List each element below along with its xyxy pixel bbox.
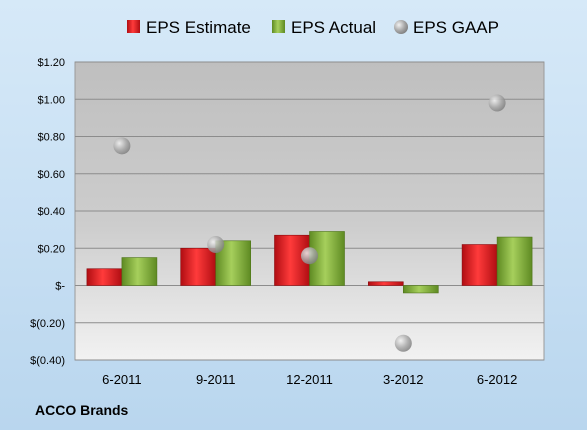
legend-label-estimate: EPS Estimate bbox=[146, 18, 251, 37]
x-axis-ticks: 6-2011 9-2011 12-2011 3-2012 6-2012 bbox=[102, 372, 517, 387]
gaap-points bbox=[113, 94, 506, 352]
x-tick-label: 6-2011 bbox=[102, 372, 142, 387]
bar-eps-estimate bbox=[86, 268, 123, 286]
bar-eps-estimate bbox=[461, 244, 498, 286]
legend-label-gaap: EPS GAAP bbox=[413, 18, 499, 37]
bar-eps-actual bbox=[496, 236, 533, 286]
x-tick-label: 6-2012 bbox=[477, 372, 517, 387]
bar-eps-actual bbox=[402, 285, 439, 294]
x-tick-label: 3-2012 bbox=[383, 372, 423, 387]
bar-eps-estimate bbox=[180, 247, 216, 286]
bar-eps-estimate bbox=[274, 234, 310, 286]
legend: EPS Estimate EPS Actual EPS GAAP bbox=[127, 18, 499, 37]
point-eps-gaap bbox=[394, 334, 412, 352]
y-tick-label: $0.60 bbox=[37, 169, 65, 181]
bar-eps-actual bbox=[309, 231, 345, 286]
y-tick-label: $0.80 bbox=[37, 132, 65, 144]
y-tick-label: $- bbox=[55, 281, 65, 293]
legend-swatch-actual bbox=[272, 20, 285, 33]
bars bbox=[86, 231, 533, 294]
y-axis-ticks: $1.20 $1.00 $0.80 $0.60 $0.40 $0.20 $- $(0.20) $… bbox=[30, 57, 65, 367]
y-tick-label: $1.00 bbox=[37, 94, 65, 106]
company-name: ACCO Brands bbox=[35, 402, 129, 418]
bar-eps-estimate bbox=[367, 281, 404, 286]
bar-eps-actual bbox=[121, 257, 158, 286]
y-tick-label: $0.40 bbox=[37, 206, 65, 218]
point-eps-gaap bbox=[207, 236, 225, 254]
y-tick-label: $1.20 bbox=[37, 57, 65, 69]
y-tick-label: $0.20 bbox=[37, 243, 65, 255]
legend-label-actual: EPS Actual bbox=[291, 18, 376, 37]
legend-item-gaap: EPS GAAP bbox=[394, 18, 499, 37]
point-eps-gaap bbox=[301, 247, 318, 265]
point-eps-gaap bbox=[113, 137, 131, 155]
point-eps-gaap bbox=[488, 94, 506, 112]
y-tick-label: $(0.20) bbox=[30, 318, 65, 330]
legend-item-estimate: EPS Estimate bbox=[127, 18, 251, 37]
legend-swatch-estimate bbox=[127, 20, 140, 33]
x-tick-label: 12-2011 bbox=[286, 372, 333, 387]
legend-item-actual: EPS Actual bbox=[272, 18, 376, 37]
y-tick-label: $(0.40) bbox=[30, 355, 65, 367]
x-tick-label: 9-2011 bbox=[196, 372, 236, 387]
legend-swatch-gaap bbox=[394, 20, 408, 34]
